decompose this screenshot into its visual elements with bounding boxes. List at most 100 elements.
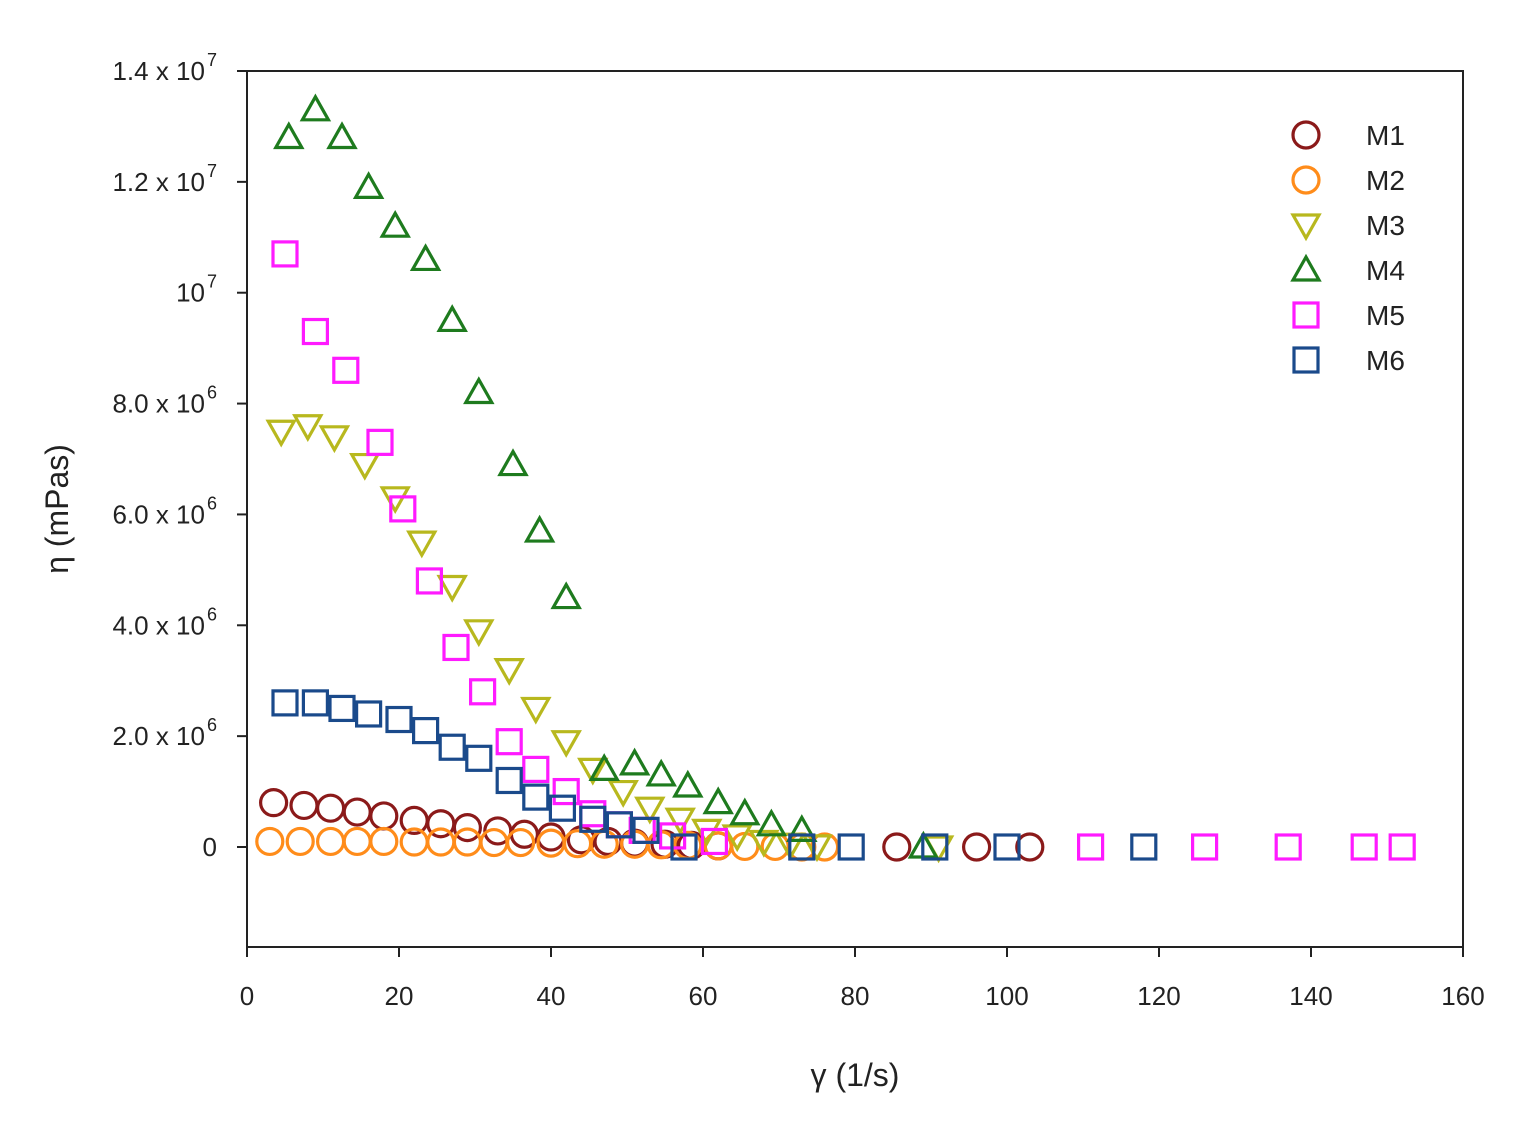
y-tick-label: 1.2 x 10 7 [112,161,217,197]
point-m4 [618,747,651,776]
point-m6 [993,833,1021,861]
x-tick-label: 60 [689,981,718,1011]
legend: M1 M2 M3 M4 M5 M6 [1290,120,1405,376]
point-m4 [409,243,442,272]
point-m4 [463,376,495,405]
point-m6 [522,783,550,811]
y-tick-label: 10 7 [176,272,217,308]
series-m3 [265,414,955,864]
point-m5 [389,495,417,523]
point-m6 [355,700,383,728]
point-m6 [921,833,949,861]
point-m6 [788,833,816,861]
point-m5 [301,317,329,346]
y-tick-label: 6.0 x 10 6 [112,493,217,529]
point-m4 [786,814,818,842]
point-m1 [452,812,482,843]
point-m3 [349,452,381,481]
y-axis-title: η (mPas) [39,444,75,574]
point-m2 [255,826,285,857]
y-tick-base: 6.0 x 10 [112,499,205,529]
y-tick-base: 10 [176,278,205,308]
point-m4 [436,304,468,333]
point-m6 [632,816,660,844]
point-m4 [523,514,556,543]
x-tick-label: 100 [985,981,1028,1011]
point-m5 [1076,833,1105,861]
legend-label: M6 [1366,345,1405,376]
point-m4 [645,758,677,787]
point-m5 [415,567,443,595]
x-tick-label: 160 [1441,981,1484,1011]
series-m6 [271,689,1158,861]
point-m5 [552,777,580,806]
point-m6 [438,733,466,761]
legend-item-m6: M6 [1292,345,1405,376]
x-tick-label: 80 [841,981,870,1011]
point-m3 [577,757,609,786]
legend-marker-m4 [1290,253,1322,282]
point-m6 [385,705,413,734]
x-tick-label: 40 [537,981,566,1011]
point-m6 [328,694,356,723]
point-m4 [326,121,358,150]
point-m3 [634,796,666,825]
legend-item-m3: M3 [1290,210,1405,242]
point-m2 [505,827,536,858]
legend-item-m5: M5 [1292,300,1405,331]
point-m3 [550,730,582,758]
point-m5 [522,755,550,784]
point-m6 [837,833,865,861]
point-m2 [369,826,399,857]
point-m3 [406,530,438,559]
point-m5 [442,633,470,662]
y-tick-label: 8.0 x 10 6 [112,383,217,419]
point-m2 [285,826,315,857]
point-m1 [882,832,912,862]
point-m3 [493,658,525,686]
legend-marker-m6 [1292,346,1320,374]
point-m5 [366,428,394,456]
y-tick-exponent: 6 [207,715,217,735]
point-m5 [495,728,523,756]
x-tick-label: 0 [240,981,254,1011]
point-m5 [1274,833,1302,861]
point-m4 [550,581,582,610]
legend-label: M3 [1366,210,1405,241]
point-m3 [265,419,297,448]
point-m5 [1350,833,1378,861]
legend-label: M2 [1366,165,1405,196]
point-m3 [436,574,468,603]
point-m1 [259,788,289,818]
y-tick-exponent: 6 [207,604,217,624]
point-m6 [605,811,634,839]
point-m3 [607,779,639,808]
point-m4 [702,786,734,815]
point-m1 [961,832,992,862]
point-m3 [748,829,780,858]
x-axis: 0 20 40 60 80 100 120 140 160 [240,947,1485,1011]
point-m4 [588,753,620,782]
data-points [255,93,1416,864]
y-tick-exponent: 6 [207,493,217,513]
point-m6 [495,766,523,795]
point-m3 [318,425,351,454]
y-tick-label: 1.4 x 10 7 [112,50,217,86]
legend-label: M1 [1366,120,1405,151]
point-m6 [412,716,440,745]
plot-area [246,70,1464,948]
point-m1 [1015,832,1045,862]
point-m5 [1388,833,1416,861]
series-m5 [271,240,1416,861]
y-tick-exponent: 7 [207,272,217,292]
point-m4 [352,171,385,199]
point-m6 [301,689,329,717]
point-m5 [469,678,497,706]
x-tick-label: 20 [385,981,414,1011]
y-tick-label: 2.0 x 10 6 [112,715,217,751]
point-m3 [691,818,723,847]
y-tick-base: 4.0 x 10 [112,610,205,640]
legend-marker-m3 [1290,213,1322,242]
